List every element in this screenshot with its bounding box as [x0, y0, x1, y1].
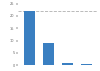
Bar: [81, 64, 92, 65]
Bar: [24, 11, 35, 65]
Bar: [43, 43, 54, 65]
Bar: [62, 63, 73, 65]
